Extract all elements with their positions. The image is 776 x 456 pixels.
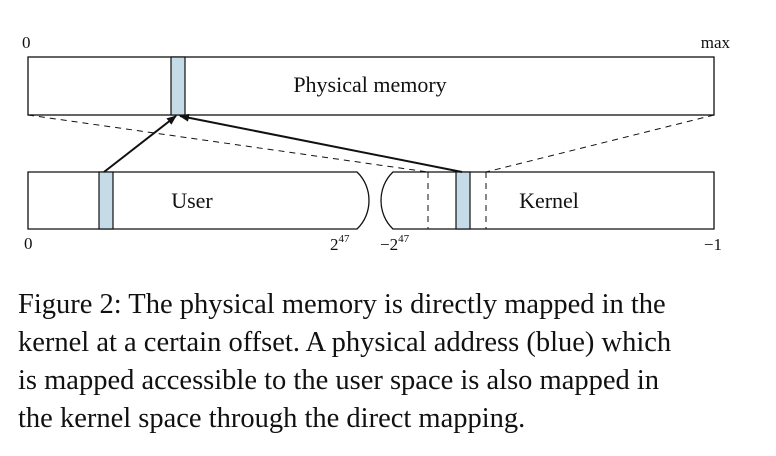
user-space-label: User [171,188,213,213]
kernel-start-label: −247 [380,233,410,254]
memory-mapping-diagram: 0 max Physical memory User Kernel 0 247 … [22,33,731,254]
user-address-highlight [98,171,114,230]
direct-map-projection-left [27,114,429,173]
kernel-address-highlight [455,171,471,230]
caption-line: Figure 2: The physical memory is directl… [18,289,666,320]
virtual-start-label: 0 [24,234,33,253]
direct-map-projection-right [485,114,715,173]
physical-memory-bar [27,56,715,116]
figure-caption: Figure 2: The physical memory is directl… [18,286,766,438]
caption-line: is mapped accessible to the user space i… [18,365,660,396]
kernel-to-physical-arrow [179,113,463,173]
physical-end-label: max [701,33,731,52]
virtual-end-label: −1 [704,235,722,254]
physical-address-highlight [170,56,186,116]
user-to-physical-arrow [103,115,177,173]
caption-line: kernel at a certain offset. A physical a… [18,327,672,358]
user-end-label: 247 [330,233,350,254]
caption-line: the kernel space through the direct mapp… [18,403,526,434]
physical-memory-label: Physical memory [293,72,446,97]
kernel-space-label: Kernel [519,188,579,213]
physical-start-label: 0 [22,33,31,52]
